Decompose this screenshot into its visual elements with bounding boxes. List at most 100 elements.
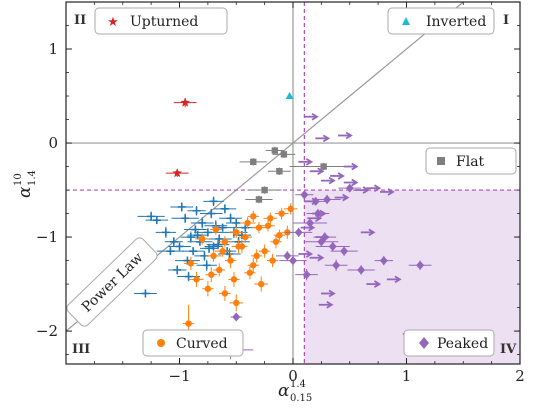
arrow-head (328, 289, 336, 298)
circle-marker (278, 210, 285, 217)
circle-marker (250, 213, 257, 220)
data-point (408, 260, 432, 270)
circle-marker (272, 238, 280, 245)
data-point (374, 255, 393, 266)
data-point (181, 247, 205, 256)
data-point (205, 250, 222, 262)
x-axis-title-sup: 1.4 (290, 379, 306, 390)
data-point (184, 256, 198, 270)
data-point (252, 222, 266, 234)
plus-marker (181, 214, 190, 223)
legend-inverted-triangle-icon (402, 17, 410, 25)
x-tick-label: 0 (288, 367, 298, 385)
plus-marker (173, 265, 182, 274)
circle-marker (187, 260, 195, 267)
data-point (309, 253, 325, 262)
data-point (247, 210, 259, 223)
arrow-head (373, 184, 382, 192)
data-point (343, 178, 359, 187)
data-point (298, 250, 314, 258)
data-point (386, 275, 402, 284)
diamond-marker (332, 260, 341, 270)
y-tick-label: 1 (48, 40, 58, 58)
plus-marker (175, 242, 184, 251)
plus-marker (205, 244, 214, 253)
data-point (338, 131, 353, 140)
x-axis-title-sub: 0.15 (290, 393, 312, 404)
circle-marker (221, 238, 229, 245)
data-point (324, 259, 348, 271)
plus-marker (147, 212, 156, 221)
y-axis-title-sub: 1.4 (27, 170, 38, 186)
data-point (261, 220, 275, 232)
legend-upturned-frame (94, 7, 228, 35)
arrow-head (328, 176, 336, 185)
plot-area: −1 0 1 2 1 0 −1 −2 (36, 1, 525, 385)
arrow-head (345, 131, 353, 140)
data-point (343, 162, 359, 171)
data-point (213, 204, 237, 214)
circle-marker (261, 247, 268, 255)
circle-marker (233, 229, 240, 236)
square-marker (271, 147, 279, 154)
data-point (258, 244, 271, 258)
data-point (187, 206, 206, 216)
legend-inverted-label: Inverted (426, 14, 486, 30)
arrow-head (305, 250, 314, 258)
star-marker (180, 97, 190, 107)
data-point (380, 188, 395, 196)
circle-marker (227, 257, 234, 264)
square-marker (261, 186, 268, 194)
x-axis-title: α 1.4 0.15 (278, 379, 312, 404)
circle-marker (204, 285, 212, 292)
data-point (330, 246, 358, 256)
data-point (355, 186, 370, 194)
arrow-head (308, 223, 316, 232)
diamond-marker (328, 241, 337, 251)
plus-marker (161, 228, 170, 237)
data-point (283, 203, 298, 215)
y-tick-label: 0 (48, 134, 58, 152)
plus-marker (191, 225, 200, 234)
data-point (202, 281, 214, 297)
plus-marker (207, 209, 216, 218)
data-point (156, 247, 185, 256)
arrow-head (337, 172, 345, 180)
data-point (168, 242, 191, 251)
data-point (265, 146, 284, 155)
data-point (334, 193, 350, 202)
legend-inverted: Inverted (387, 7, 495, 35)
y-axis-title: α 10 1.4 (13, 170, 38, 198)
data-point (228, 271, 240, 287)
data-point (219, 213, 242, 223)
data-point (360, 228, 376, 237)
data-point (210, 223, 222, 236)
circle-marker (212, 226, 220, 233)
arrow-head (311, 112, 319, 121)
y-tick-label: −2 (36, 322, 58, 340)
legend-curved-label: Curved (176, 336, 228, 352)
arrow-head (351, 162, 359, 171)
data-point (171, 213, 199, 223)
plus-marker (166, 247, 175, 256)
data-point (238, 231, 253, 243)
arrow-head (342, 193, 350, 202)
data-point (184, 225, 207, 234)
arrow-head (305, 158, 314, 166)
data-point (190, 217, 214, 229)
data-point (304, 112, 319, 121)
plus-marker (198, 218, 207, 227)
data-point (295, 190, 314, 200)
data-point (199, 243, 219, 254)
circle-marker (242, 233, 249, 241)
data-point (247, 257, 259, 273)
quadrant-label-II: II (74, 13, 86, 28)
circle-marker (267, 215, 274, 222)
y-axis-title-main: α (15, 186, 35, 198)
data-point (304, 197, 319, 206)
arrow-head (326, 300, 334, 309)
data-point (315, 134, 331, 143)
circle-marker (250, 262, 257, 269)
data-point (214, 245, 231, 257)
